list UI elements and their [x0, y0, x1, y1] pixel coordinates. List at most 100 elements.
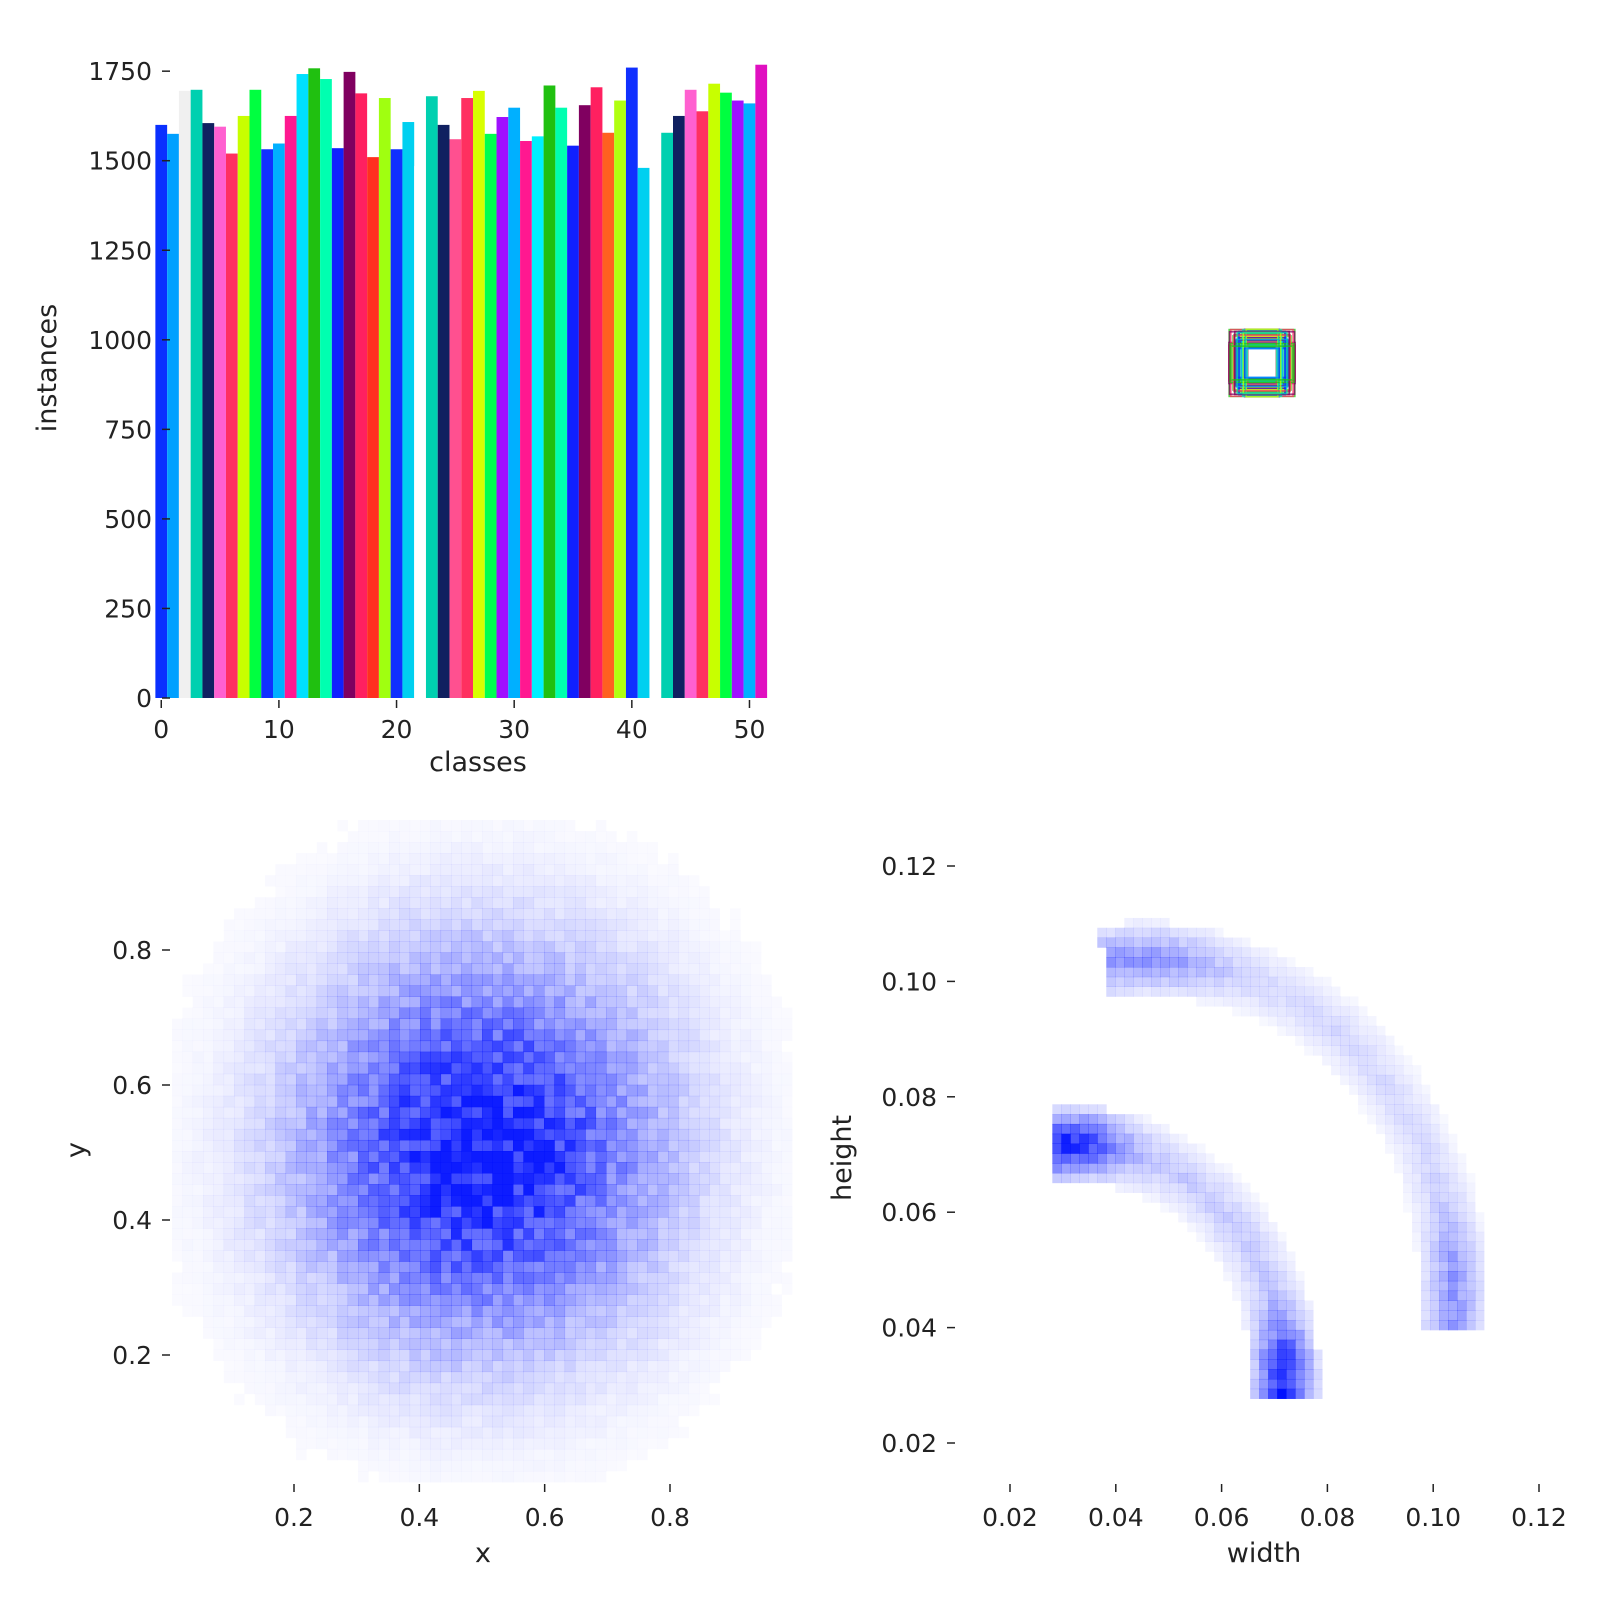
heat-cell	[1250, 1329, 1260, 1341]
heat-cell	[657, 1018, 669, 1031]
heat-cell	[254, 1239, 266, 1251]
heat-cell	[368, 1073, 380, 1086]
heat-cell	[637, 864, 648, 875]
heat-cell	[368, 1283, 380, 1295]
heat-cell	[368, 1327, 380, 1339]
heat-cell	[730, 974, 741, 986]
heat-cell	[1241, 957, 1251, 968]
heat-cell	[492, 831, 504, 843]
heat-cell	[1223, 1261, 1233, 1272]
heat-cell	[316, 952, 328, 964]
heat-cell	[606, 886, 617, 898]
heat-cell	[637, 996, 648, 1008]
heat-cell	[771, 1239, 782, 1250]
heat-cell	[1277, 1232, 1286, 1242]
heat-cell	[575, 1305, 586, 1317]
heat-cell	[647, 985, 659, 997]
heat-cell	[265, 908, 276, 919]
heat-cell	[502, 930, 514, 942]
heat-cell	[1250, 957, 1260, 968]
heat-cell	[575, 952, 586, 964]
heat-cell	[730, 1184, 741, 1196]
heat-cell	[492, 1062, 504, 1075]
heat-cell	[337, 1438, 348, 1449]
heat-cell	[1421, 1123, 1431, 1135]
heat-cell	[606, 1195, 617, 1207]
heat-cell	[234, 1151, 245, 1163]
heat-cell	[358, 831, 369, 842]
heat-cell	[1439, 1280, 1449, 1292]
heat-cell	[482, 853, 493, 865]
heat-cell	[182, 1052, 193, 1063]
heat-cell	[337, 853, 348, 864]
heat-cell	[699, 1139, 710, 1152]
heat-cell	[668, 996, 679, 1008]
heat-cell	[296, 1405, 307, 1416]
heat-cell	[1178, 1202, 1188, 1213]
heat-cell	[1277, 996, 1287, 1007]
heat-cell	[699, 1383, 710, 1394]
heat-cell	[1178, 966, 1188, 978]
heat-cell	[451, 1040, 462, 1053]
heat-cell	[172, 1184, 183, 1195]
heat-cell	[192, 1195, 204, 1207]
wh-heatmap-ylabel: height	[827, 1115, 858, 1201]
heat-cell	[761, 1217, 772, 1228]
heat-cell	[316, 919, 328, 931]
heat-cell	[420, 1272, 431, 1284]
heat-cell	[1448, 1212, 1458, 1223]
class-bar	[555, 107, 568, 698]
heat-cell	[585, 908, 597, 920]
heat-cell	[420, 996, 431, 1008]
heat-cell	[523, 1084, 535, 1097]
heat-cell	[492, 1294, 504, 1306]
heat-cell	[730, 1128, 741, 1141]
heat-cell	[1124, 957, 1134, 968]
heat-cell	[596, 864, 607, 875]
heat-cell	[616, 1404, 628, 1417]
y-tick-label: 500	[104, 505, 152, 534]
heat-cell	[585, 974, 597, 986]
heat-cell	[409, 1382, 421, 1395]
heat-cell	[1106, 1153, 1116, 1164]
heat-cell	[1295, 1271, 1305, 1282]
heat-cell	[378, 1062, 390, 1075]
heat-cell	[420, 1437, 431, 1450]
heat-cell	[668, 1095, 679, 1108]
heat-cell	[709, 1239, 721, 1251]
heat-cell	[534, 842, 545, 853]
heat-cell	[1340, 1035, 1350, 1046]
heat-cell	[668, 1117, 679, 1130]
heat-cell	[409, 886, 421, 898]
heat-cell	[193, 1074, 204, 1085]
heat-cell	[296, 1117, 307, 1130]
heat-cell	[1403, 1133, 1413, 1144]
heat-cell	[761, 1283, 772, 1294]
heat-cell	[327, 1018, 338, 1031]
heat-cell	[244, 1339, 255, 1350]
heat-cell	[740, 986, 751, 997]
heat-cell	[616, 1007, 628, 1019]
heat-cell	[389, 1338, 400, 1350]
heat-cell	[347, 1007, 359, 1019]
heat-cell	[399, 1371, 411, 1384]
heat-cell	[306, 1415, 318, 1428]
heat-cell	[430, 1139, 442, 1152]
heat-cell	[513, 1206, 524, 1218]
heat-cell	[502, 1051, 514, 1064]
heat-cell	[234, 941, 245, 952]
heat-cell	[782, 1052, 793, 1063]
heat-cell	[606, 1018, 617, 1031]
heat-cell	[399, 897, 411, 909]
heat-cell	[389, 1018, 400, 1031]
heat-cell	[471, 952, 483, 964]
heat-cell	[286, 897, 297, 908]
heat-cell	[647, 1327, 659, 1339]
heat-cell	[502, 1437, 514, 1450]
heat-cell	[430, 875, 442, 887]
heat-cell	[1403, 1074, 1413, 1086]
heat-cell	[306, 1084, 318, 1097]
heat-cell	[740, 1305, 751, 1316]
heat-cell	[492, 1305, 504, 1317]
heat-cell	[761, 1162, 772, 1174]
